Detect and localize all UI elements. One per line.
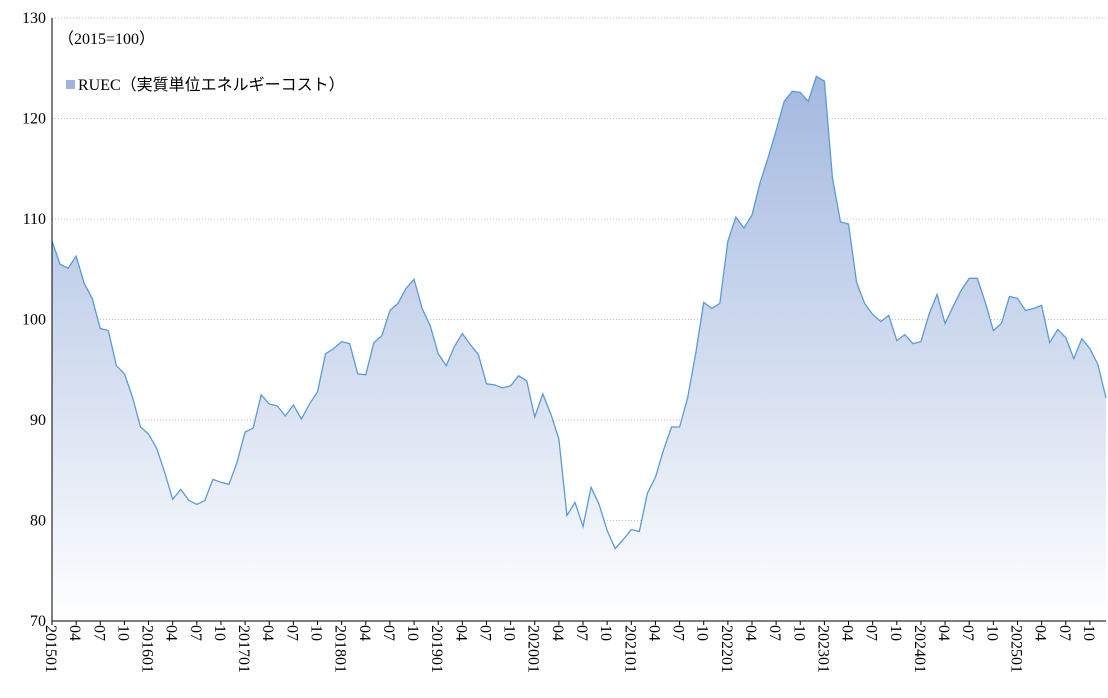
x-tick-label: 10 — [114, 625, 131, 641]
x-tick-label: 07 — [187, 625, 204, 641]
x-tick-label: 202001 — [525, 625, 542, 673]
x-tick-label: 201601 — [139, 625, 156, 673]
y-tick-label: 90 — [30, 412, 46, 429]
x-tick-label: 04 — [935, 625, 952, 641]
y-tick-label: 80 — [30, 513, 46, 530]
x-tick-label: 04 — [356, 625, 373, 641]
legend-swatch — [66, 80, 75, 89]
x-tick-label: 04 — [742, 625, 759, 641]
x-tick-label: 10 — [597, 625, 614, 641]
x-tick-label: 04 — [259, 625, 276, 641]
x-tick-label: 04 — [452, 625, 469, 641]
x-tick-label: 07 — [573, 625, 590, 641]
y-tick-label: 70 — [30, 613, 46, 630]
x-tick-label: 07 — [766, 625, 783, 641]
x-tick-label: 201801 — [332, 625, 349, 673]
area-line — [51, 75, 1107, 550]
x-tick-label: 10 — [790, 625, 807, 641]
x-tick-label: 04 — [1032, 625, 1049, 641]
x-tick-label: 04 — [839, 625, 856, 641]
x-tick-label: 10 — [308, 625, 325, 641]
x-tick-label: 07 — [90, 625, 107, 641]
x-tick-label: 10 — [694, 625, 711, 641]
x-tick-label: 10 — [1080, 625, 1097, 641]
x-tick-label: 10 — [404, 625, 421, 641]
x-tick-label: 07 — [476, 625, 493, 641]
x-tick-label: 202101 — [621, 625, 638, 673]
x-tick-label: 202201 — [718, 625, 735, 673]
x-tick-label: 202301 — [814, 625, 831, 673]
y-tick-label: 110 — [23, 211, 46, 228]
x-tick-label: 07 — [1056, 625, 1073, 641]
x-tick-label: 10 — [501, 625, 518, 641]
x-tick-label: 10 — [211, 625, 228, 641]
x-tick-label: 07 — [863, 625, 880, 641]
area-fill — [52, 76, 1106, 622]
y-tick-label: 130 — [22, 10, 46, 27]
x-tick-label: 07 — [380, 625, 397, 641]
y-tick-label: 120 — [22, 111, 46, 128]
x-tick-label: 201701 — [235, 625, 252, 673]
legend-label: RUEC（実質単位エネルギーコスト） — [78, 76, 345, 94]
x-tick-label: 202501 — [1007, 625, 1024, 673]
x-tick-label: 10 — [983, 625, 1000, 641]
x-tick-label: 07 — [670, 625, 687, 641]
x-tick-label: 10 — [887, 625, 904, 641]
x-tick-label: 07 — [959, 625, 976, 641]
y-tick-label: 100 — [22, 312, 46, 329]
x-tick-label: 07 — [283, 625, 300, 641]
x-tick-label: 201901 — [428, 625, 445, 673]
x-tick-label: 04 — [549, 625, 566, 641]
x-tick-label: 201501 — [42, 625, 59, 673]
annotation: （2015=100） — [58, 30, 155, 48]
x-tick-label: 04 — [66, 625, 83, 641]
x-tick-label: 202401 — [911, 625, 928, 673]
x-tick-label: 04 — [645, 625, 662, 641]
x-tick-label: 04 — [163, 625, 180, 641]
